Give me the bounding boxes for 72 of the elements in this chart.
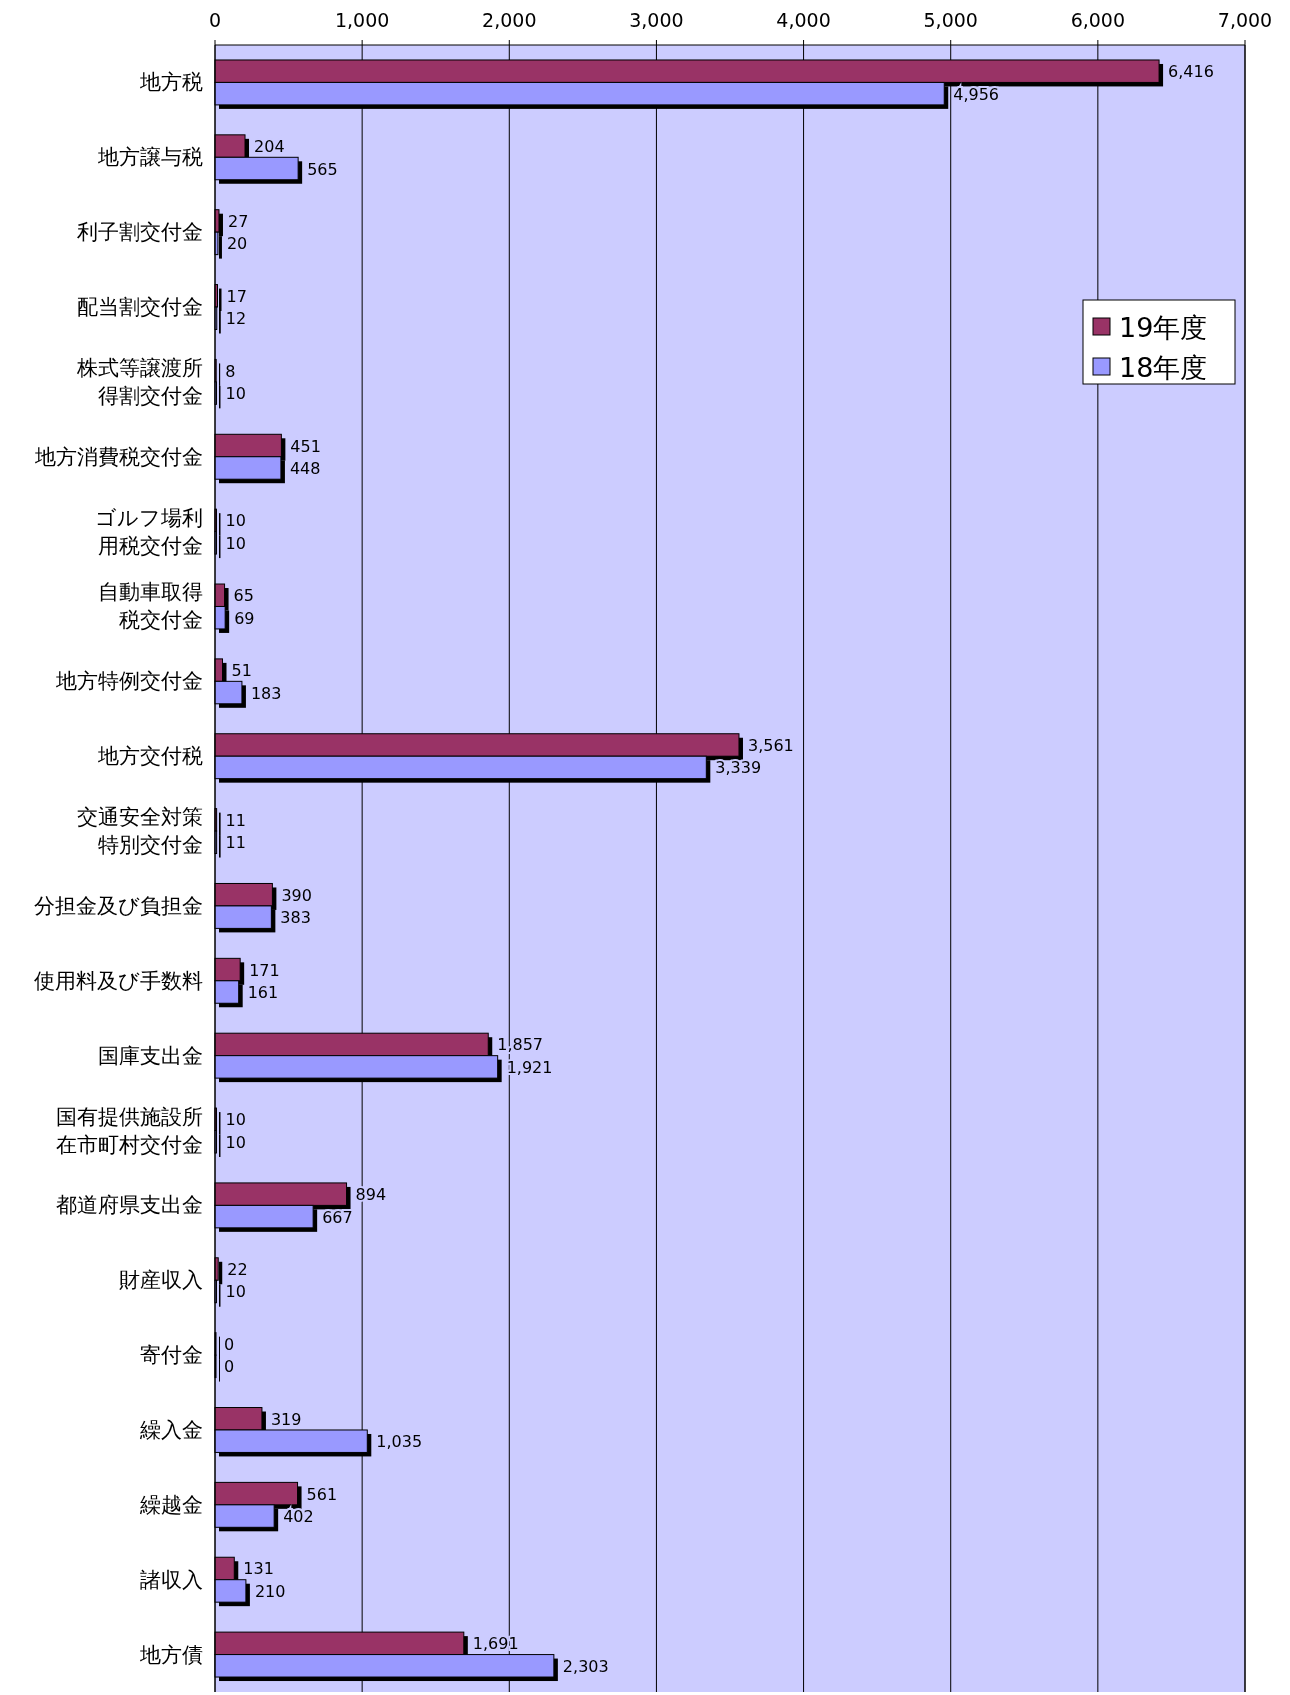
x-tick-label: 5,000 [923, 9, 978, 31]
data-label: 17 [226, 286, 247, 306]
y-tick-label: 地方税 [139, 70, 203, 95]
y-tick-label: 都道府県支出金 [56, 1193, 203, 1218]
data-label: 390 [281, 885, 312, 905]
legend-label: 19年度 [1119, 312, 1208, 343]
x-tick-label: 7,000 [1217, 9, 1273, 31]
legend-label: 18年度 [1119, 352, 1208, 383]
x-tick-label: 1,000 [334, 9, 390, 31]
data-label: 69 [234, 608, 255, 628]
data-label: 667 [322, 1207, 353, 1227]
data-label: 210 [254, 1581, 286, 1601]
data-label: 448 [289, 458, 321, 478]
y-tick-label: 国庫支出金 [98, 1043, 203, 1068]
x-tick-label: 3,000 [629, 9, 684, 31]
x-tick-label: 0 [208, 9, 222, 31]
data-label: 10 [225, 533, 246, 553]
data-label: 10 [225, 511, 246, 531]
data-label: 131 [243, 1559, 274, 1579]
y-tick-label: 地方債 [139, 1642, 203, 1667]
y-tick-label: 地方特例交付金 [55, 669, 203, 694]
data-label: 383 [280, 908, 311, 928]
data-label: 451 [290, 436, 321, 456]
data-label: 27 [227, 211, 249, 231]
data-label: 65 [233, 586, 254, 606]
data-label: 0 [224, 1334, 235, 1354]
y-tick-label: 配当割交付金 [77, 295, 203, 320]
data-label: 3,561 [747, 735, 794, 755]
y-tick-label: ゴルフ場利用税交付金 [95, 505, 203, 558]
data-label: 11 [225, 833, 246, 853]
data-label: 565 [307, 159, 338, 179]
y-tick-label: 株式等譲渡所得割交付金 [76, 355, 203, 408]
data-label: 1,035 [376, 1432, 423, 1452]
data-label: 10 [225, 1282, 246, 1302]
y-tick-label: 地方消費税交付金 [34, 444, 203, 469]
data-label: 10 [225, 1132, 246, 1152]
data-label: 10 [225, 384, 246, 404]
data-label: 20 [226, 234, 248, 254]
data-label: 561 [306, 1484, 338, 1504]
data-label: 204 [254, 137, 285, 157]
data-label: 10 [225, 1110, 246, 1130]
data-label: 4,956 [953, 84, 1000, 104]
y-tick-label: 繰入金 [139, 1417, 203, 1442]
y-tick-label: 分担金及び負担金 [34, 893, 203, 918]
data-label: 11 [225, 810, 246, 830]
y-tick-label: 交通安全対策特別交付金 [77, 805, 203, 858]
data-label: 22 [227, 1260, 248, 1280]
data-label: 51 [231, 661, 252, 681]
y-tick-label: 国有提供施設所在市町村交付金 [56, 1104, 203, 1157]
y-tick-label: 自動車取得税交付金 [98, 580, 203, 633]
y-tick-label: 寄付金 [140, 1343, 203, 1368]
y-tick-label: 諸収入 [140, 1567, 203, 1592]
data-label: 161 [247, 983, 279, 1003]
data-label: 0 [224, 1357, 235, 1377]
data-label: 183 [250, 683, 282, 703]
x-tick-label: 2,000 [482, 9, 537, 31]
data-label: 319 [270, 1409, 302, 1429]
data-label: 12 [225, 309, 247, 329]
x-tick-label: 4,000 [776, 9, 831, 31]
data-label: 171 [249, 960, 280, 980]
y-tick-label: 地方譲与税 [97, 145, 203, 170]
y-tick-label: 繰越金 [139, 1492, 203, 1517]
data-label: 6,416 [1168, 62, 1214, 82]
data-label: 8 [225, 361, 236, 381]
y-tick-label: 使用料及び手数料 [34, 968, 203, 993]
x-tick-label: 6,000 [1070, 9, 1126, 31]
y-tick-label: 地方交付税 [97, 744, 203, 769]
data-label: 2,303 [562, 1656, 609, 1676]
data-label: 402 [283, 1507, 314, 1527]
data-label: 3,339 [715, 758, 762, 778]
y-tick-label: 財産収入 [119, 1268, 203, 1293]
y-tick-label: 利子割交付金 [77, 220, 203, 245]
